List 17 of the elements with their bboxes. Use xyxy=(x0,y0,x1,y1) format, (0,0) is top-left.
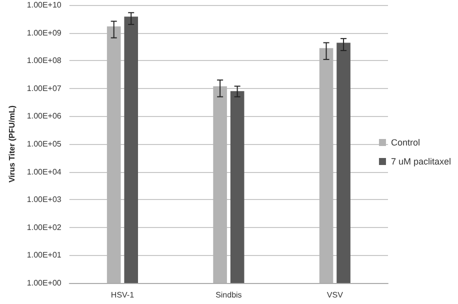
y-tick-label: 1.00E+03 xyxy=(26,195,62,204)
legend-label: Control xyxy=(390,138,420,148)
y-tick-label: 1.00E+02 xyxy=(26,222,62,232)
y-tick-label: 1.00E+06 xyxy=(26,112,62,121)
y-tick-label: 1.00E+10 xyxy=(26,0,62,10)
y-tick-label: 1.00E+04 xyxy=(26,167,62,176)
x-tick-label: HSV-1 xyxy=(110,290,135,300)
y-tick-label: 1.00E+08 xyxy=(26,56,62,66)
y-tick-label: 1.00E+01 xyxy=(26,250,62,260)
x-tick-label: Sindbis xyxy=(216,290,242,300)
y-tick-label: 1.00E+07 xyxy=(26,84,62,93)
legend-label: 7 uM paclitaxel xyxy=(390,156,451,166)
y-axis-title: Virus Titer (PFU/mL) xyxy=(8,105,16,183)
x-tick-label: VSV xyxy=(326,290,344,300)
y-tick-label: 1.00E+09 xyxy=(26,28,62,38)
y-tick-label: 1.00E+05 xyxy=(26,140,62,148)
y-tick-label: 1.00E+00 xyxy=(26,278,62,288)
